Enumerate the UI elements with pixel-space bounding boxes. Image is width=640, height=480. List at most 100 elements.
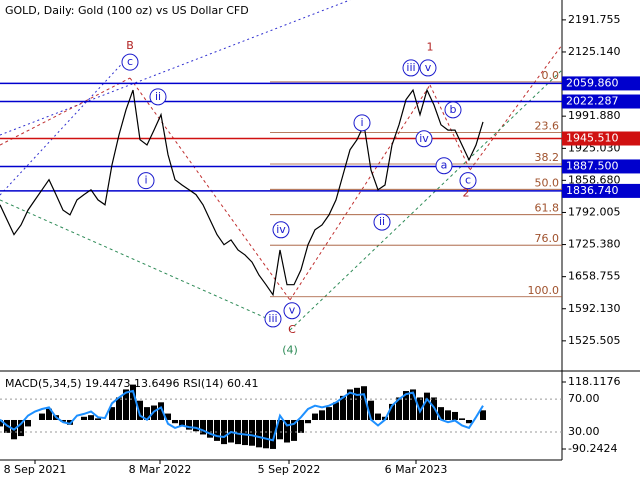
y-tick-label: 1658.755: [568, 270, 621, 283]
macd-bar: [179, 419, 185, 427]
wave-line: [429, 84, 471, 171]
macd-bar: [312, 413, 318, 420]
wave-marker: [419, 59, 437, 77]
y-tick-label: 1592.130: [568, 302, 621, 315]
fib-label: 23.6: [535, 120, 560, 133]
macd-bar: [284, 419, 290, 443]
macd-bar: [291, 419, 297, 441]
macd-bar: [39, 413, 45, 420]
wave-label: B: [126, 39, 134, 52]
y-tick-label: 1792.005: [568, 205, 621, 218]
chart-title: GOLD, Daily: Gold (100 oz) vs US Dollar …: [5, 4, 249, 17]
channel-line: [0, 54, 131, 196]
wave-marker: [149, 88, 167, 106]
level-label: 1836.740: [566, 184, 619, 197]
y-tick-label: 1991.880: [568, 109, 621, 122]
wave-marker: [353, 114, 371, 132]
y-tick-label: 2125.140: [568, 45, 621, 58]
macd-bar: [263, 419, 269, 449]
wave-label: i: [144, 174, 147, 187]
macd-bar: [333, 402, 339, 420]
y-tick-label: 118.1176: [568, 375, 621, 388]
macd-bar: [116, 397, 122, 420]
wave-marker: [435, 157, 453, 175]
macd-bar: [452, 411, 458, 420]
macd-bar: [144, 407, 150, 420]
macd-bar: [130, 384, 136, 420]
x-tick-label: 5 Sep 2022: [258, 463, 321, 476]
level-label: 1945.510: [566, 132, 619, 145]
price-line: [0, 88, 484, 297]
macd-bar: [270, 419, 276, 449]
wave-line: [289, 84, 431, 301]
macd-bar: [18, 419, 24, 437]
y-tick-label: 30.00: [568, 425, 600, 438]
wave-line: [469, 44, 563, 171]
fib-label: 76.0: [535, 232, 560, 245]
wave-marker: [415, 130, 433, 148]
macd-bar: [354, 387, 360, 420]
y-tick-label: 2191.755: [568, 13, 621, 26]
y-tick-label: 1858.680: [568, 173, 621, 186]
macd-bar: [424, 392, 430, 420]
wave-marker: [444, 101, 462, 119]
macd-bar: [95, 418, 101, 420]
rsi-line: [0, 389, 484, 442]
wave-label: i: [360, 116, 363, 129]
fib-label: 38.2: [535, 151, 560, 164]
wave-marker: [121, 53, 139, 71]
macd-bar: [109, 407, 115, 420]
macd-bar: [249, 419, 255, 446]
macd-bar: [214, 419, 220, 441]
wave-label: 1: [427, 41, 434, 54]
wave-marker: [283, 302, 301, 320]
wave-label: C: [288, 323, 296, 336]
macd-bar: [438, 407, 444, 420]
macd-bar: [221, 419, 227, 445]
macd-bar: [60, 419, 66, 422]
macd-bar: [326, 407, 332, 420]
macd-bar: [375, 413, 381, 420]
wave-line: [289, 69, 563, 331]
trend-lines: [0, 0, 563, 331]
macd-bar: [207, 419, 213, 438]
macd-bar: [361, 386, 367, 420]
wave-label: a: [441, 159, 448, 172]
fib-label: 0.0: [542, 69, 560, 82]
wave-label: iv: [276, 223, 286, 236]
level-label: 2022.287: [566, 95, 619, 108]
level-box: [562, 94, 640, 109]
macd-bar: [277, 419, 283, 440]
macd-bar: [158, 402, 164, 420]
y-tick-label: 70.00: [568, 392, 600, 405]
y-tick-label: 1725.380: [568, 238, 621, 251]
level-box: [562, 131, 640, 146]
fib-label: 61.8: [535, 202, 560, 215]
x-tick-label: 8 Sep 2021: [4, 463, 67, 476]
macd-bar: [172, 419, 178, 424]
macd-bar: [200, 419, 206, 435]
macd-bar: [25, 419, 31, 427]
macd-bar: [193, 419, 199, 432]
level-box: [562, 183, 640, 198]
y-tick-label: -90.2424: [568, 442, 617, 455]
wave-label: v: [425, 61, 432, 74]
level-label: 1887.500: [566, 159, 619, 172]
wave-label: iii: [268, 312, 277, 325]
level-label: 2059.860: [566, 76, 619, 89]
macd-bar: [81, 416, 87, 420]
macd-bar: [165, 413, 171, 420]
macd-bar: [235, 419, 241, 445]
macd-bar: [389, 403, 395, 420]
y-tick-label: 1525.505: [568, 334, 621, 347]
x-tick-label: 6 Mar 2023: [385, 463, 448, 476]
macd-bar: [466, 419, 472, 424]
macd-bar: [403, 391, 409, 420]
macd-bar: [445, 410, 451, 420]
wave-label: ii: [379, 215, 385, 228]
macd-bar: [319, 410, 325, 420]
level-box: [562, 76, 640, 91]
wave-marker: [264, 310, 282, 328]
macd-bar: [410, 389, 416, 420]
